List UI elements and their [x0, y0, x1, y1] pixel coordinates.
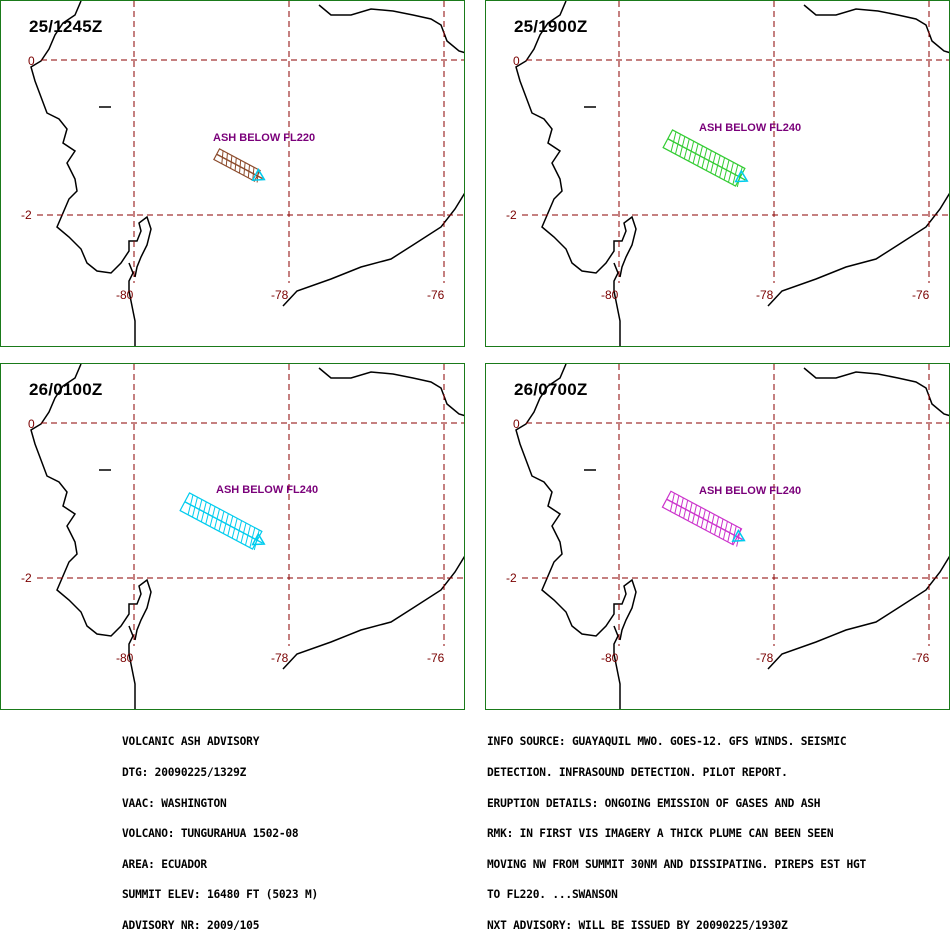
- summit-marker: [251, 168, 266, 181]
- panel-time: 25/1245Z: [29, 17, 103, 36]
- lat-label-minus2: -2: [506, 208, 517, 222]
- map-panel-4: 0 -2 -80 -78 -76 ASH BELOW FL240 26/0700…: [485, 363, 950, 710]
- grid-lines: [522, 1, 949, 283]
- grid-lines: [37, 364, 464, 646]
- summit-marker: [731, 529, 746, 542]
- plume-outline: [213, 148, 261, 182]
- coastline: [515, 1, 949, 346]
- coast-path-south: [128, 262, 136, 346]
- advisory-line: ADVISORY NR: 2009/105: [122, 919, 260, 933]
- advisory-line: RMK: IN FIRST VIS IMAGERY A THICK PLUME …: [487, 827, 834, 841]
- coast-path: [515, 364, 637, 641]
- advisory-line: DETECTION. INFRASOUND DETECTION. PILOT R…: [487, 766, 788, 780]
- lat-label-minus2: -2: [21, 208, 32, 222]
- plume-outline: [662, 129, 746, 187]
- advisory-line: NXT ADVISORY: WILL BE ISSUED BY 20090225…: [487, 919, 788, 933]
- lon-label-minus80: -80: [601, 288, 619, 302]
- plume-axis: [184, 501, 263, 544]
- panel-time: 25/1900Z: [514, 17, 588, 36]
- plume-axis: [666, 498, 743, 541]
- coastline: [30, 1, 464, 346]
- lat-label-0: 0: [28, 417, 35, 431]
- map-svg-2: 0 -2 -80 -78 -76 ASH BELOW FL240: [506, 1, 949, 346]
- grid-lines: [522, 364, 949, 646]
- border-path: [318, 367, 464, 417]
- lon-label-minus80: -80: [116, 651, 134, 665]
- lon-label-minus80: -80: [601, 651, 619, 665]
- advisory-line: MOVING NW FROM SUMMIT 30NM AND DISSIPATI…: [487, 857, 867, 871]
- coast-path-south: [128, 625, 136, 709]
- lat-label-0: 0: [513, 417, 520, 431]
- ash-label: ASH BELOW FL240: [699, 485, 801, 497]
- lon-label-minus78: -78: [271, 651, 289, 665]
- lat-label-minus2: -2: [506, 571, 517, 585]
- lat-label-minus2: -2: [21, 571, 32, 585]
- advisory-line: VAAC: WASHINGTON: [122, 796, 227, 810]
- lat-label-0: 0: [513, 54, 520, 68]
- advisory-line: ERUPTION DETAILS: ONGOING EMISSION OF GA…: [487, 796, 821, 810]
- map-panel-2: 0 -2 -80 -78 -76 ASH BELOW FL240 25/1900…: [485, 0, 950, 347]
- ash-plume: [662, 129, 749, 188]
- summit-marker: [734, 169, 749, 183]
- grid-lines: [37, 1, 464, 283]
- lon-label-minus78: -78: [756, 651, 774, 665]
- coast-path: [30, 1, 152, 278]
- coast-path: [515, 1, 637, 278]
- coastline: [515, 364, 949, 709]
- advisory-line: AREA: ECUADOR: [122, 857, 207, 871]
- lon-label-minus76: -76: [912, 288, 930, 302]
- panel-time: 26/0700Z: [514, 380, 588, 399]
- advisory-right: INFO SOURCE: GUAYAQUIL MWO. GOES-12. GFS…: [487, 717, 866, 941]
- coast-path-south: [613, 262, 621, 346]
- lon-label-minus76: -76: [912, 651, 930, 665]
- map-svg-1: 0 -2 -80 -78 -76 ASH BELOW FL220: [21, 1, 464, 346]
- coast-path: [30, 364, 152, 641]
- summit-marker: [251, 532, 266, 546]
- ash-plume: [179, 492, 266, 551]
- advisory-line: VOLCANO: TUNGURAHUA 1502-08: [122, 827, 299, 841]
- advisory-line: DTG: 20090225/1329Z: [122, 766, 247, 780]
- border-path: [318, 4, 464, 54]
- ash-label: ASH BELOW FL240: [216, 484, 318, 496]
- map-panel-3: 0 -2 -80 -78 -76 ASH BELOW FL240 26/0100…: [0, 363, 465, 710]
- map-panel-1: 0 -2 -80 -78 -76 ASH BELOW FL220 25/1245…: [0, 0, 465, 347]
- ash-label: ASH BELOW FL240: [699, 122, 801, 134]
- border-path: [803, 4, 949, 54]
- advisory-line: SUMMIT ELEV: 16480 FT (5023 M): [122, 888, 319, 902]
- map-svg-3: 0 -2 -80 -78 -76 ASH BELOW FL240: [21, 364, 464, 709]
- lon-label-minus78: -78: [756, 288, 774, 302]
- lon-label-minus80: -80: [116, 288, 134, 302]
- lon-label-minus78: -78: [271, 288, 289, 302]
- plume-outline: [179, 492, 263, 550]
- ash-label: ASH BELOW FL220: [213, 132, 315, 144]
- panel-time: 26/0100Z: [29, 380, 103, 399]
- plume-outline: [661, 490, 743, 546]
- ash-plume: [661, 490, 746, 547]
- lat-label-0: 0: [28, 54, 35, 68]
- ash-plume: [213, 148, 266, 183]
- border-path: [803, 367, 949, 417]
- lon-label-minus76: -76: [427, 288, 445, 302]
- plume-axis: [667, 138, 746, 181]
- map-svg-4: 0 -2 -80 -78 -76 ASH BELOW FL240: [506, 364, 949, 709]
- advisory-line: INFO SOURCE: GUAYAQUIL MWO. GOES-12. GFS…: [487, 735, 847, 749]
- lon-label-minus76: -76: [427, 651, 445, 665]
- advisory-line: VOLCANIC ASH ADVISORY: [122, 735, 260, 749]
- coast-path-south: [613, 625, 621, 709]
- advisory-left: VOLCANIC ASH ADVISORY DTG: 20090225/1329…: [122, 717, 318, 941]
- advisory-line: TO FL220. ...SWANSON: [487, 888, 618, 902]
